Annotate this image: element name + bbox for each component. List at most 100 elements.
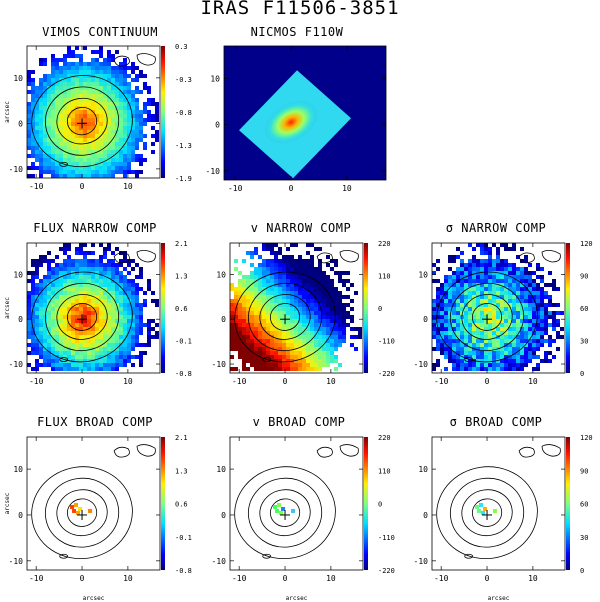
map-pixel [488,335,492,339]
map-pixel [95,166,99,170]
map-pixel [31,351,35,355]
map-pixel [43,58,47,62]
map-pixel [346,311,350,315]
map-pixel [51,287,55,291]
map-pixel [135,319,139,323]
map-pixel [496,323,500,327]
map-pixel [484,251,488,255]
map-pixel [476,263,480,267]
map-pixel [75,307,79,311]
map-pixel [59,114,63,118]
map-pixel [286,327,290,331]
map-pixel [286,331,290,335]
map-pixel [127,327,131,331]
map-pixel [484,335,488,339]
map-pixel [51,303,55,307]
map-pixel [55,86,59,90]
map-pixel [322,331,326,335]
map-pixel [500,275,504,279]
map-pixel [274,335,278,339]
map-pixel [250,315,254,319]
map-pixel [516,295,520,299]
map-pixel [119,146,123,150]
map-pixel [83,331,87,335]
map-pixel [47,86,51,90]
colorbar-tick-label: 90 [580,273,588,281]
map-pixel [488,355,492,359]
map-pixel [71,138,75,142]
map-pixel [488,339,492,343]
map-pixel [512,367,516,371]
map-pixel [131,62,135,66]
map-pixel [432,335,436,339]
map-pixel [504,243,508,247]
panel-frame [431,436,566,571]
map-pixel [83,170,87,174]
map-pixel [91,62,95,66]
map-pixel [51,267,55,271]
map-pixel [35,130,39,134]
map-pixel [512,331,516,335]
map-pixel [43,102,47,106]
map-pixel [468,291,472,295]
map-pixel [95,275,99,279]
map-pixel [270,351,274,355]
contour-line [31,75,133,168]
map-pixel [67,118,71,122]
map-pixel [468,267,472,271]
map-pixel [131,331,135,335]
map-pixel [476,279,480,283]
map-pixel [83,154,87,158]
map-pixel [71,158,75,162]
map-pixel [436,287,440,291]
map-pixel [528,279,532,283]
map-pixel [274,359,278,363]
map-pixel [448,339,452,343]
map-pixel [107,106,111,110]
map-pixel [47,114,51,118]
map-pixel [123,70,127,74]
map-pixel [532,307,536,311]
map-pixel [123,78,127,82]
map-pixel [87,295,91,299]
map-pixel [119,287,123,291]
map-pixel [286,335,290,339]
map-pixel [103,94,107,98]
map-pixel [306,279,310,283]
map-pixel [544,323,548,327]
map-pixel [552,283,556,287]
map-pixel [63,339,67,343]
map-pixel [115,126,119,130]
map-pixel [115,50,119,54]
map-pixel [234,331,238,335]
map-pixel [242,335,246,339]
map-pixel [500,287,504,291]
map-pixel [472,247,476,251]
map-pixel [111,311,115,315]
map-pixel [87,166,91,170]
map-pixel [484,343,488,347]
map-pixel [520,335,524,339]
map-pixel [27,118,31,122]
map-pixel [520,295,524,299]
map-pixel [43,295,47,299]
map-pixel [294,323,298,327]
map-pixel [103,66,107,70]
map-pixel [31,122,35,126]
map-pixel [51,142,55,146]
map-pixel [95,110,99,114]
map-pixel [127,74,131,78]
map-pixel [480,367,484,371]
map-pixel [91,102,95,106]
map-pixel [71,78,75,82]
map-pixel [504,351,508,355]
map-pixel [310,275,314,279]
map-pixel [139,90,143,94]
map-pixel [516,291,520,295]
map-pixel [75,343,79,347]
map-pixel [55,347,59,351]
map-pixel [306,267,310,271]
map-pixel [444,307,448,311]
map-pixel [47,170,51,174]
map-pixel [95,106,99,110]
